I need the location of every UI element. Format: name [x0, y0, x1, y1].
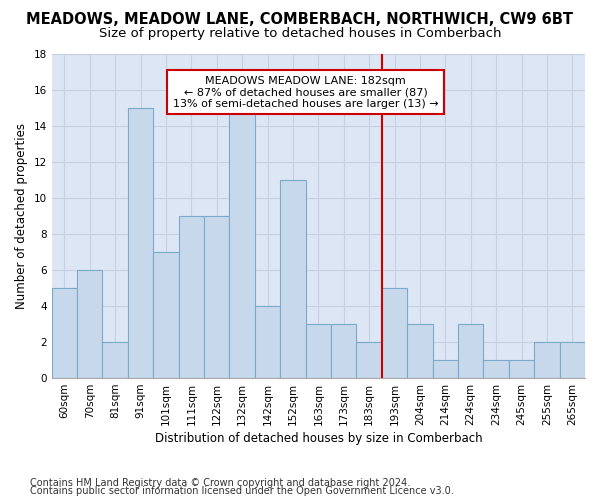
Bar: [103, 342, 128, 378]
Bar: [280, 180, 305, 378]
Text: Contains HM Land Registry data © Crown copyright and database right 2024.: Contains HM Land Registry data © Crown c…: [30, 478, 410, 488]
Bar: [433, 360, 458, 378]
Bar: [382, 288, 407, 378]
Bar: [356, 342, 382, 378]
Bar: [204, 216, 229, 378]
Text: MEADOWS, MEADOW LANE, COMBERBACH, NORTHWICH, CW9 6BT: MEADOWS, MEADOW LANE, COMBERBACH, NORTHW…: [26, 12, 574, 28]
Bar: [52, 288, 77, 378]
Text: Size of property relative to detached houses in Comberbach: Size of property relative to detached ho…: [99, 28, 501, 40]
Bar: [560, 342, 585, 378]
Bar: [229, 108, 255, 378]
Bar: [484, 360, 509, 378]
Text: MEADOWS MEADOW LANE: 182sqm
← 87% of detached houses are smaller (87)
13% of sem: MEADOWS MEADOW LANE: 182sqm ← 87% of det…: [173, 76, 439, 109]
Bar: [77, 270, 103, 378]
X-axis label: Distribution of detached houses by size in Comberbach: Distribution of detached houses by size …: [155, 432, 482, 445]
Bar: [509, 360, 534, 378]
Bar: [305, 324, 331, 378]
Y-axis label: Number of detached properties: Number of detached properties: [15, 123, 28, 309]
Bar: [534, 342, 560, 378]
Bar: [153, 252, 179, 378]
Bar: [255, 306, 280, 378]
Bar: [407, 324, 433, 378]
Bar: [331, 324, 356, 378]
Text: Contains public sector information licensed under the Open Government Licence v3: Contains public sector information licen…: [30, 486, 454, 496]
Bar: [179, 216, 204, 378]
Bar: [458, 324, 484, 378]
Bar: [128, 108, 153, 378]
